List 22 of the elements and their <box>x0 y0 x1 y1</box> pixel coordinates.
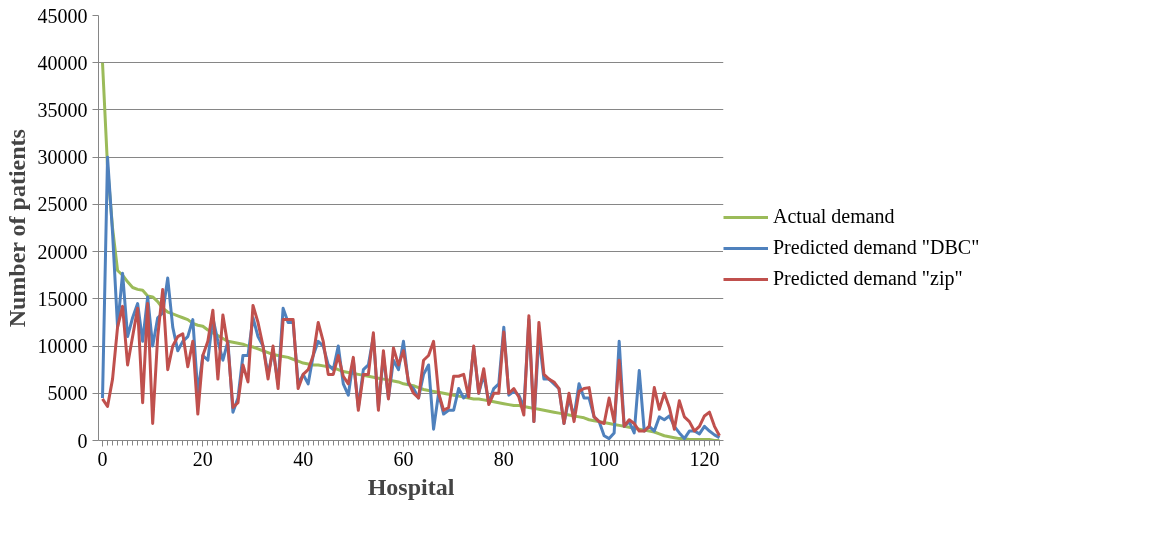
x-tick-label: 60 <box>393 447 414 470</box>
x-tick-label: 120 <box>689 447 720 470</box>
y-tick-label: 45000 <box>37 4 88 27</box>
x-tick-label: 20 <box>192 447 213 470</box>
y-tick-label: 40000 <box>37 51 88 74</box>
x-tick-label: 40 <box>293 447 314 470</box>
y-tick-label: 5000 <box>47 382 88 405</box>
y-tick-label: 35000 <box>37 98 88 121</box>
x-tick-label: 80 <box>493 447 514 470</box>
legend-label: Actual demand <box>773 205 895 228</box>
y-tick-label: 15000 <box>37 287 88 310</box>
x-tick-label: 100 <box>589 447 620 470</box>
y-axis-title: Number of patients <box>3 129 30 328</box>
legend-label: Predicted demand "DBC" <box>773 236 980 259</box>
y-tick-label: 0 <box>77 429 88 452</box>
y-tick-label: 25000 <box>37 193 88 216</box>
y-tick-label: 30000 <box>37 146 88 169</box>
x-tick-label: 0 <box>97 447 108 470</box>
x-axis-title: Hospital <box>367 473 455 500</box>
y-tick-label: 10000 <box>37 335 88 358</box>
legend-label: Predicted demand "zip" <box>773 267 963 290</box>
y-tick-label: 20000 <box>37 240 88 263</box>
